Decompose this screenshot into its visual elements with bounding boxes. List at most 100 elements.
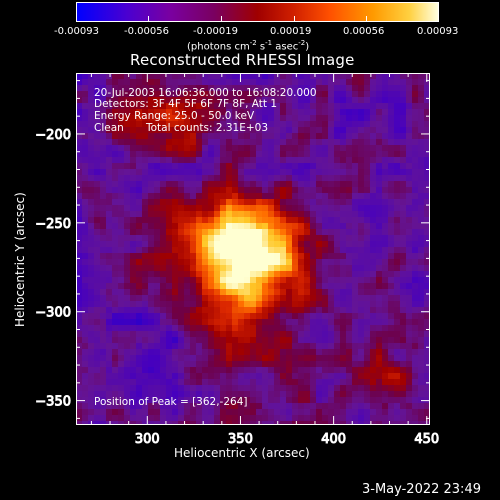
heatmap-cell [184, 211, 191, 218]
heatmap-cell [418, 85, 425, 92]
heatmap-cell [352, 313, 359, 320]
heatmap-cell [328, 295, 335, 302]
heatmap-cell [376, 271, 383, 278]
heatmap-cell [346, 103, 353, 110]
heatmap-cell [286, 103, 293, 110]
heatmap-cell [184, 283, 191, 290]
heatmap-cell [238, 145, 245, 152]
heatmap-cell [136, 313, 143, 320]
heatmap-cell [310, 223, 317, 230]
heatmap-cell [352, 145, 359, 152]
heatmap-cell [178, 307, 185, 314]
heatmap-cell [340, 169, 347, 176]
heatmap-cell [286, 379, 293, 386]
heatmap-cell [130, 367, 137, 374]
heatmap-cell [388, 259, 395, 266]
heatmap-cell [148, 145, 155, 152]
heatmap-cell [124, 301, 131, 308]
heatmap-cell [346, 145, 353, 152]
heatmap-cell [376, 211, 383, 218]
heatmap-cell [346, 373, 353, 380]
heatmap-cell [334, 229, 341, 236]
heatmap-cell [274, 367, 281, 374]
heatmap-cell [106, 325, 113, 332]
heatmap-cell [190, 319, 197, 326]
heatmap-cell [412, 265, 419, 272]
heatmap-cell [202, 259, 209, 266]
heatmap-cell [370, 151, 377, 158]
heatmap-cell [298, 163, 305, 170]
heatmap-cell [172, 247, 179, 254]
heatmap-cell [394, 331, 401, 338]
heatmap-cell [310, 163, 317, 170]
heatmap-cell [298, 115, 305, 122]
heatmap-cell [358, 115, 365, 122]
heatmap-cell [376, 295, 383, 302]
heatmap-cell [148, 151, 155, 158]
heatmap-cell [220, 307, 227, 314]
heatmap-cell [112, 199, 119, 206]
heatmap-cell [400, 295, 407, 302]
heatmap-cell [190, 163, 197, 170]
heatmap-cell [292, 319, 299, 326]
heatmap-cell [322, 397, 329, 404]
heatmap-cell [370, 319, 377, 326]
heatmap-cell [130, 295, 137, 302]
heatmap-cell [382, 127, 389, 134]
heatmap-cell [184, 319, 191, 326]
heatmap-cell [136, 193, 143, 200]
heatmap-cell [256, 241, 263, 248]
heatmap-cell [136, 127, 143, 134]
heatmap-cell [382, 169, 389, 176]
heatmap-cell [220, 379, 227, 386]
heatmap-cell [280, 211, 287, 218]
heatmap-cell [226, 271, 233, 278]
heatmap-cell [226, 319, 233, 326]
heatmap-cell [220, 337, 227, 344]
heatmap-cell [220, 319, 227, 326]
heatmap-cell [364, 193, 371, 200]
heatmap-cell [94, 187, 101, 194]
heatmap-cell [196, 229, 203, 236]
heatmap-cell [112, 355, 119, 362]
heatmap-cell [406, 175, 413, 182]
heatmap-cell [142, 355, 149, 362]
heatmap-cell [118, 181, 125, 188]
heatmap-cell [370, 361, 377, 368]
heatmap-cell [364, 169, 371, 176]
heatmap-cell [262, 79, 269, 86]
heatmap-cell [394, 325, 401, 332]
heatmap-cell [394, 397, 401, 404]
heatmap-cell [346, 175, 353, 182]
annotation-energy: Energy Range: 25.0 - 50.0 keV [94, 111, 254, 123]
heatmap-cell [364, 223, 371, 230]
heatmap-cell [376, 133, 383, 140]
heatmap-cell [358, 295, 365, 302]
heatmap-cell [322, 103, 329, 110]
heatmap-cell [268, 379, 275, 386]
heatmap-cell [334, 289, 341, 296]
heatmap-cell [172, 373, 179, 380]
heatmap-cell [94, 373, 101, 380]
heatmap-cell [232, 241, 239, 248]
heatmap-cell [250, 211, 257, 218]
heatmap-cell [250, 295, 257, 302]
heatmap-cell [328, 337, 335, 344]
heatmap-cell [340, 133, 347, 140]
heatmap-cell [250, 307, 257, 314]
heatmap-cell [286, 205, 293, 212]
heatmap-cell [136, 373, 143, 380]
heatmap-cell [370, 139, 377, 146]
heatmap-cell [340, 301, 347, 308]
heatmap-cell [202, 349, 209, 356]
heatmap-cell [292, 139, 299, 146]
heatmap-cell [388, 253, 395, 260]
heatmap-cell [82, 85, 89, 92]
heatmap-cell [262, 397, 269, 404]
heatmap-cell [394, 211, 401, 218]
heatmap-cell [244, 379, 251, 386]
heatmap-cell [154, 283, 161, 290]
heatmap-cell [334, 97, 341, 104]
heatmap-cell [364, 355, 371, 362]
heatmap-cell [196, 79, 203, 86]
